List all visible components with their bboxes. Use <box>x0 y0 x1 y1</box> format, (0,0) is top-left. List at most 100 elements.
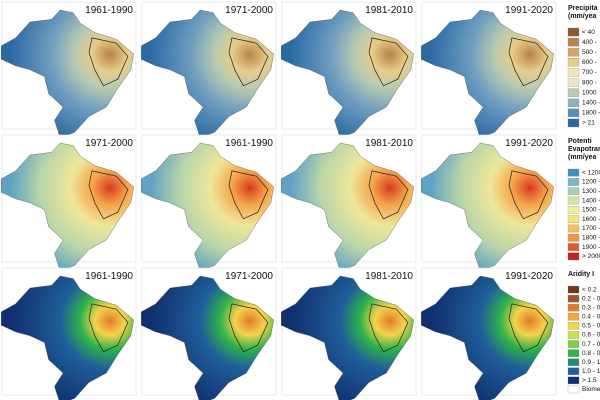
map-region <box>421 275 554 400</box>
biome-outline <box>228 303 269 353</box>
legend-label: 0.8 - 0 <box>582 350 600 357</box>
legend-title: Evapotrans <box>568 146 600 153</box>
legend-label: 600 - <box>582 59 597 66</box>
biome-outline <box>228 170 269 220</box>
panel-label: 1961-1990 <box>85 271 133 282</box>
legend-label: 1000 <box>582 89 597 96</box>
legend-title: Potenti <box>568 138 592 145</box>
legend-label: Biome <box>582 386 600 393</box>
legend-swatch <box>567 206 580 214</box>
legend-label: 1400 - <box>582 197 600 204</box>
biome-outline <box>368 170 409 220</box>
legend-swatch <box>567 252 580 261</box>
legend-title: (mm/yea <box>568 154 597 161</box>
legend-swatch <box>567 168 580 177</box>
panel-label: 1971-2000 <box>225 5 273 16</box>
legend-label: 400 - <box>582 39 597 46</box>
legend-label: 1800 - <box>582 110 600 117</box>
map-region <box>140 275 274 400</box>
legend-label: 1900 - <box>582 244 600 251</box>
biome-outline <box>508 170 549 220</box>
map-region <box>140 142 274 271</box>
biome-outline <box>508 303 549 353</box>
legend-label: 1400 - <box>582 99 600 106</box>
biome-outline <box>508 37 549 87</box>
legend-label: 1.0 - 1 <box>582 368 600 375</box>
legend-swatch <box>567 196 580 205</box>
panel-label: 1991-2020 <box>505 5 553 16</box>
panel-label: 1981-2010 <box>365 138 413 149</box>
legend-label: 1500 - <box>582 207 600 214</box>
legend-swatch <box>567 187 580 196</box>
map-region <box>281 275 414 400</box>
legend-label: 700 - <box>582 69 597 76</box>
legend-swatch <box>567 322 580 330</box>
panel-label: 1971-2000 <box>225 271 273 282</box>
map-region <box>421 142 554 271</box>
map-region <box>1 9 134 138</box>
legend-label: > 2000 <box>582 253 600 260</box>
legend-swatch <box>567 37 580 47</box>
legend-swatch <box>567 358 580 366</box>
legend-swatch <box>567 313 580 321</box>
legend-swatch <box>567 331 580 339</box>
legend-swatch <box>567 108 580 118</box>
legend-swatch <box>567 304 580 312</box>
legend-swatch <box>567 367 580 375</box>
legend-label: 1800 - <box>582 234 600 241</box>
legend-title: Precipita <box>568 5 598 12</box>
panel-label: 1961-1990 <box>85 5 133 16</box>
legend-swatch <box>567 294 580 303</box>
biome-outline <box>88 170 129 220</box>
legend-label: > 21 <box>582 120 595 127</box>
map-region <box>281 142 414 271</box>
map-region <box>1 275 134 400</box>
legend-label: 0.9 - 1 <box>582 359 600 366</box>
legend-label: 500 - <box>582 49 597 56</box>
panel-label: 1961-1990 <box>225 138 273 149</box>
legend-label: 1700 - <box>582 225 600 232</box>
map-region <box>421 9 554 138</box>
legend-title: (mm/yea <box>568 13 597 20</box>
legend-swatch <box>567 118 580 128</box>
legend-swatch <box>567 58 580 67</box>
legend-swatch <box>567 285 580 294</box>
map-region <box>140 9 274 138</box>
legend-label: 0.5 - 0 <box>582 323 600 330</box>
legend-swatch <box>567 233 580 242</box>
legend-swatch <box>567 68 580 77</box>
legend-swatch <box>567 27 580 37</box>
legend-swatch <box>567 48 580 57</box>
legend-label: 0.6 - 0 <box>582 332 600 339</box>
legend-swatch <box>567 88 580 97</box>
legend-label: 0.3 - 0 <box>582 304 600 311</box>
panel-label: 1991-2020 <box>505 271 553 282</box>
legend-swatch <box>567 78 580 87</box>
legend-swatch <box>567 243 580 251</box>
legend-label: 1200 - <box>582 179 600 186</box>
legend-swatch <box>567 376 580 385</box>
map-region <box>281 9 414 138</box>
legend-swatch <box>567 340 580 348</box>
biome-outline <box>368 303 409 353</box>
legend-label: 0.2 - 0 <box>582 295 600 302</box>
biome-outline <box>88 303 129 353</box>
legend-label: > 1.5 <box>582 377 597 384</box>
biome-outline <box>228 37 269 87</box>
legend-swatch <box>567 349 580 357</box>
legend-swatch <box>567 215 580 223</box>
legend-swatch <box>567 98 580 107</box>
legend-swatch <box>567 385 580 394</box>
panel-label: 1981-2010 <box>365 5 413 16</box>
legend-label: 800 - <box>582 79 597 86</box>
legend-swatch <box>567 178 580 186</box>
panel-label: 1981-2010 <box>365 271 413 282</box>
panel-label: 1991-2020 <box>505 138 553 149</box>
legend-title: Aridity I <box>568 271 594 278</box>
legend-label: 1600 - <box>582 216 600 223</box>
legend-label: < 40 <box>582 29 595 36</box>
legend-label: < 1200 <box>582 169 600 176</box>
biome-outline <box>88 37 129 87</box>
panel-label: 1971-2000 <box>85 138 133 149</box>
